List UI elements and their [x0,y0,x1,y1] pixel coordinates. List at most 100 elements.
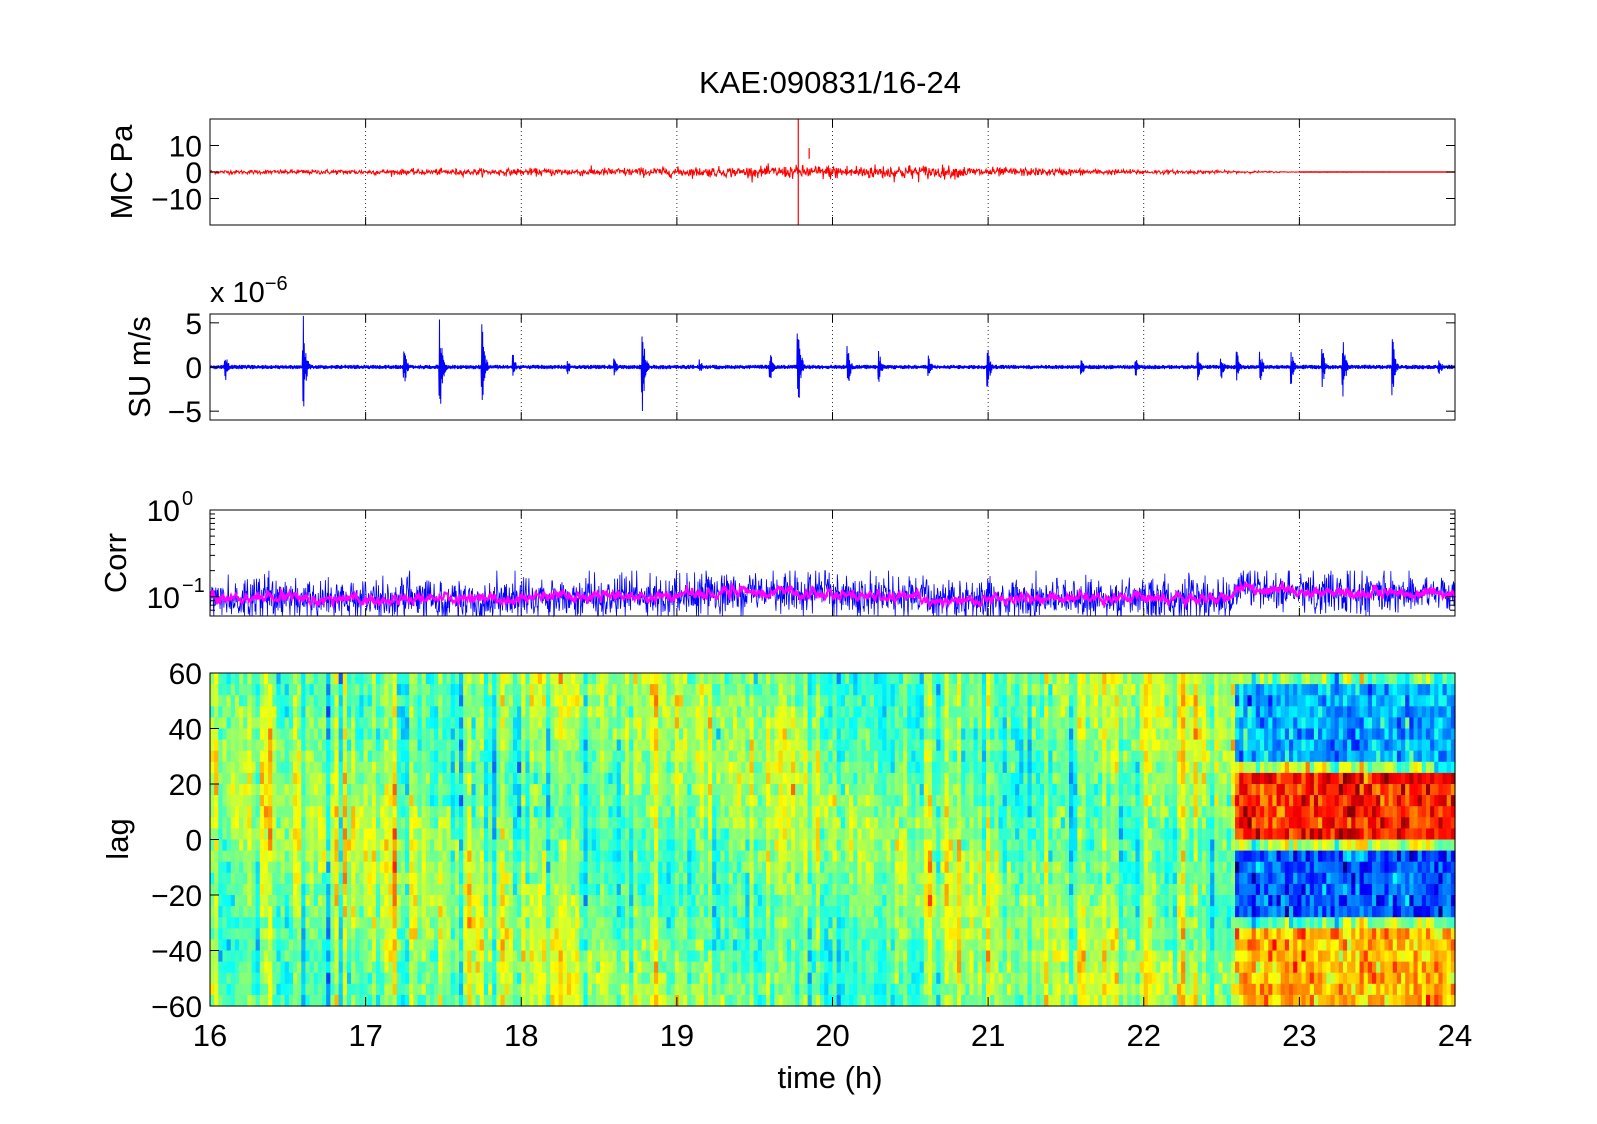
heatmap-cell [600,994,605,1007]
heatmap-cell [608,872,614,885]
heatmap-cell [649,817,655,829]
heatmap-cell [537,972,543,985]
heatmap-cell [488,695,493,707]
heatmap-cell [446,906,452,918]
heatmap-cell [728,750,734,763]
heatmap-cell [703,739,709,752]
heatmap-cell [629,939,634,952]
heatmap-cell [346,739,352,752]
heatmap-cell [799,717,805,730]
heatmap-cell [400,961,406,974]
heatmap-cell [811,839,817,852]
heatmap-cell [371,950,377,963]
heatmap-cell [284,928,290,940]
heatmap-cell [708,817,713,829]
heatmap-cell [330,972,336,985]
heatmap-cell [355,806,360,818]
heatmap-cell [214,761,219,774]
heatmap-cell [380,839,385,852]
heatmap-cell [346,806,352,818]
heatmap-cell [745,772,751,785]
heatmap-cell [284,772,290,785]
heatmap-cell [753,883,759,896]
heatmap-cell [716,684,722,696]
heatmap-cell [575,728,580,741]
heatmap-cell [317,939,323,952]
heatmap-cell [284,861,290,874]
heatmap-cell [234,817,240,829]
heatmap-cell [587,784,593,796]
heatmap-cell [355,895,360,907]
heatmap-cell [525,784,531,796]
heatmap-cell [620,706,626,718]
heatmap-cell [583,950,589,963]
heatmap-cell [566,717,572,730]
heatmap-cell [770,772,775,785]
heatmap-cell [454,872,460,885]
heatmap-cell [226,895,232,907]
heatmap-cell [836,928,842,940]
heatmap-cell [243,806,248,818]
heatmap-cell [799,772,805,785]
heatmap-cell [268,717,273,730]
heatmap-cell [276,673,282,685]
heatmap-cell [413,917,419,929]
heatmap-cell [396,861,402,874]
heatmap-cell [400,706,406,718]
heatmap-cell [380,739,385,752]
heatmap-cell [770,861,775,874]
heatmap-cell [313,917,319,929]
heatmap-cell [255,817,261,829]
heatmap-cell [595,972,601,985]
heatmap-cell [512,750,518,763]
heatmap-cell [703,817,709,829]
heatmap-cell [720,972,726,985]
heatmap-cell [857,728,863,741]
heatmap-cell [251,895,257,907]
heatmap-cell [492,806,497,818]
heatmap-cell [670,784,676,796]
heatmap-cell [865,950,871,963]
heatmap-cell [550,895,556,907]
heatmap-cell [438,983,443,996]
heatmap-cell [708,750,713,763]
heatmap-cell [255,872,261,885]
heatmap-cell [691,950,697,963]
heatmap-cell [384,817,390,829]
heatmap-cell [550,739,556,752]
heatmap-cell [799,861,805,874]
heatmap-cell [828,928,834,940]
heatmap-cell [230,706,236,718]
heatmap-cell [467,850,473,863]
heatmap-cell [761,917,767,929]
heatmap-cell [293,772,298,785]
heatmap-cell [782,950,788,963]
heatmap-cell [753,906,759,918]
heatmap-cell [409,739,414,752]
heatmap-cell [334,961,340,974]
heatmap-cell [604,717,609,730]
heatmap-cell [367,784,373,796]
heatmap-cell [695,850,701,863]
heatmap-cell [774,917,780,929]
heatmap-cell [313,883,319,896]
heatmap-cell [496,917,502,929]
heatmap-cell [459,917,464,929]
heatmap-cell [554,872,560,885]
heatmap-cell [716,772,722,785]
heatmap-cell [454,939,460,952]
heatmap-cell [297,784,302,796]
heatmap-cell [384,917,390,929]
heatmap-cell [591,839,597,852]
heatmap-cell [620,939,626,952]
heatmap-cell [512,983,518,996]
heatmap-cell [807,883,813,896]
heatmap-cell [600,839,605,852]
heatmap-cell [637,750,643,763]
heatmap-cell [761,961,767,974]
heatmap-cell [732,961,738,974]
heatmap-cell [550,839,556,852]
heatmap-cell [620,761,626,774]
heatmap-cell [795,684,800,696]
heatmap-cell [272,883,277,896]
